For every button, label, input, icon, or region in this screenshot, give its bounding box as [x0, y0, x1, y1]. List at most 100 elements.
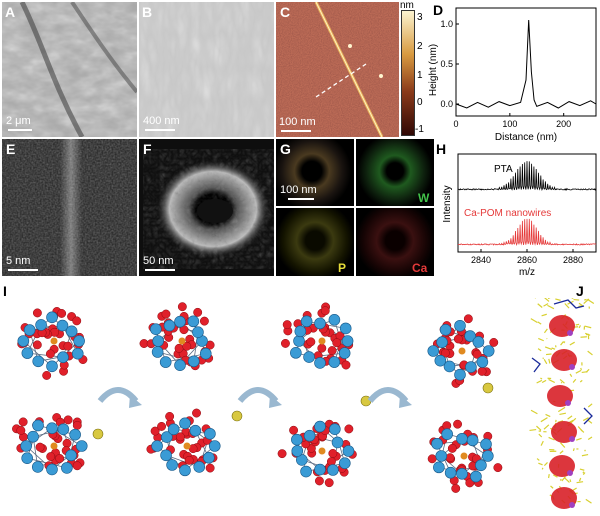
panel-g-eds-maps: G 100 nm W P Ca: [276, 139, 434, 276]
ligand-chain: [559, 478, 562, 481]
scale-bar: [145, 129, 175, 131]
eds-map-ca: [356, 208, 434, 276]
y-axis-label: Height (nm): [428, 44, 439, 96]
tungsten-atom: [179, 464, 191, 477]
ligand-chain: [537, 348, 542, 352]
ligand-chain: [537, 303, 543, 308]
bond: [23, 340, 53, 367]
ligand-chain: [575, 369, 582, 374]
tungsten-atom: [199, 347, 212, 360]
colorbar-tick: 0: [417, 97, 423, 108]
profile-line: [455, 19, 597, 109]
phosphorus-atom: [178, 337, 186, 345]
tungsten-atom: [46, 360, 58, 373]
oxygen-atom: [440, 348, 450, 358]
tungsten-atom: [327, 464, 339, 476]
oxygen-atom: [328, 449, 338, 458]
x-tick-label: 2860: [517, 255, 537, 265]
panel-b-sem-image: B 400 nm: [139, 2, 274, 137]
oxygen-atom: [161, 309, 171, 319]
tungsten-atom: [71, 347, 84, 360]
afm-height-map: [276, 2, 399, 137]
pom-cluster: [427, 382, 503, 493]
x-tick-label: 2840: [471, 255, 491, 265]
tungsten-atom: [23, 324, 36, 336]
oxygen-atom: [289, 425, 299, 435]
bond: [27, 352, 64, 358]
tungsten-atom: [46, 422, 58, 434]
panel-c-afm-image: C 100 nm: [276, 2, 399, 137]
tungsten-atom: [427, 345, 440, 357]
oxygen-atom: [341, 360, 351, 370]
tungsten-atom: [32, 419, 44, 432]
tungsten-atom: [294, 325, 307, 338]
oxygen-atom: [427, 454, 437, 464]
oxygen-atom: [280, 338, 290, 348]
tungsten-atom: [464, 330, 476, 342]
height-profile-chart: Height (nm) Distance (nm) 1.0 0.5 0.00 100 2…: [428, 7, 597, 142]
oxygen-atom: [199, 316, 209, 326]
oxygen-atom: [205, 463, 215, 473]
ligand-chain: [557, 406, 566, 413]
oxygen-atom: [493, 463, 503, 473]
oxygen-atom: [157, 421, 167, 431]
tungsten-atom: [21, 452, 33, 464]
tungsten-atom: [466, 434, 479, 447]
scale-bar-label: 50 nm: [143, 255, 174, 267]
pom-cluster: [427, 314, 499, 388]
oxygen-atom: [182, 341, 192, 351]
tungsten-atom: [303, 429, 316, 442]
pom-cluster: [146, 408, 243, 477]
peptide-strand: [553, 299, 585, 309]
tungsten-atom: [475, 459, 487, 472]
calcium-atom: [569, 436, 575, 442]
ligand-chain: [572, 378, 577, 383]
oxygen-atom: [175, 432, 185, 442]
tungsten-atom: [482, 450, 494, 462]
tungsten-atom: [456, 432, 468, 445]
panel-label: F: [143, 141, 152, 157]
scale-bar: [8, 269, 38, 271]
x-axis-label: m/z: [519, 267, 535, 278]
tungsten-atom: [17, 335, 30, 347]
ligand-chain: [559, 450, 564, 454]
ligand-chain: [530, 318, 538, 324]
tungsten-atom: [436, 336, 448, 348]
reaction-arrow-head: [399, 395, 412, 408]
panel-label: H: [436, 141, 447, 157]
ligand-chain: [570, 417, 577, 424]
ligand-chain: [540, 440, 544, 446]
ligand-chain: [555, 298, 561, 301]
pom-cluster: [12, 413, 104, 476]
ligand-chain: [543, 424, 550, 430]
ligand-chain: [579, 468, 585, 471]
ligand-chain: [547, 304, 555, 310]
tungsten-atom: [328, 356, 341, 368]
ligand-chain: [578, 302, 584, 307]
element-label-ca: Ca: [412, 261, 428, 275]
tungsten-atom: [159, 356, 172, 368]
calcium-atom: [231, 410, 243, 422]
oxygen-atom: [314, 476, 324, 486]
tungsten-atom: [69, 428, 81, 441]
ligand-chain: [529, 428, 537, 432]
tungsten-atom: [293, 335, 305, 347]
tungsten-atom: [433, 461, 445, 474]
oxygen-atom: [63, 341, 73, 351]
ligand-chain: [540, 417, 548, 423]
panel-label: A: [5, 4, 16, 20]
ligand-chain: [536, 458, 540, 461]
ligand-chain: [559, 442, 566, 448]
tungsten-atom: [65, 449, 77, 462]
nanowire-model: [529, 298, 595, 509]
ca-pom-spectrum-line: [457, 218, 597, 247]
ligand-chain: [563, 477, 570, 483]
ligand-chain: [545, 413, 551, 418]
ligand-chain: [559, 412, 566, 416]
tungsten-atom: [151, 346, 164, 358]
tungsten-atom: [328, 314, 341, 326]
oxygen-atom: [57, 308, 67, 318]
reaction-arrow-head: [129, 395, 142, 408]
oxygen-atom: [463, 314, 473, 324]
oxygen-atom: [55, 454, 65, 463]
